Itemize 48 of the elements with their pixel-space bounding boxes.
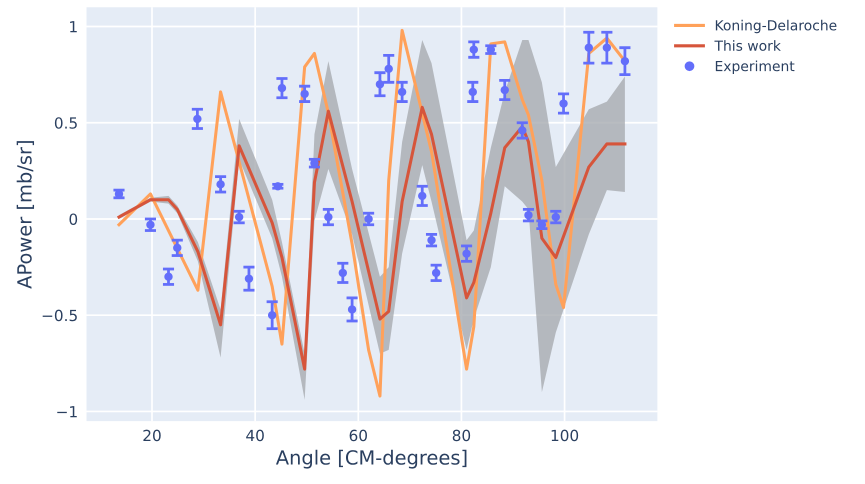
point (146, 220, 155, 229)
point (193, 114, 202, 124)
point (602, 44, 612, 52)
legend-label: Koning-Delaroche (716, 20, 836, 34)
point (216, 180, 225, 189)
x-tick-label: 20 (143, 430, 161, 442)
point (164, 272, 173, 281)
point (274, 182, 282, 190)
point (418, 192, 426, 200)
point (398, 88, 406, 96)
point (278, 84, 286, 92)
y-tick-label: −0.5 (42, 310, 77, 322)
point (324, 212, 333, 222)
point (376, 80, 384, 88)
point (552, 212, 560, 222)
point (584, 44, 593, 52)
y-tick-label: 0 (69, 213, 78, 226)
point (268, 311, 276, 320)
line-series (117, 106, 626, 371)
y-tick-label: −1 (57, 406, 77, 418)
point (470, 45, 478, 54)
point (244, 274, 254, 283)
x-tick-label: 100 (552, 430, 578, 442)
point (348, 305, 356, 314)
point (427, 236, 436, 244)
y-tick-label: 1 (70, 21, 77, 32)
point (300, 90, 309, 98)
x-axis-title: Angle [CM-degrees] (276, 450, 466, 469)
point (234, 212, 244, 222)
legend-label: Experiment (716, 60, 794, 74)
point (432, 268, 440, 278)
x-tick-label: 80 (452, 430, 470, 442)
point (173, 244, 182, 252)
point (500, 86, 509, 94)
point (462, 249, 471, 258)
x-tick-label: 60 (350, 430, 367, 442)
point (559, 99, 568, 108)
x-tick-label: 40 (246, 430, 264, 442)
y-axis-title: APower [mb/sr] (16, 141, 34, 289)
point (364, 214, 373, 224)
legend-label: This work (714, 40, 781, 51)
point (338, 268, 347, 278)
point (524, 210, 533, 220)
y-tick-label: 0.5 (54, 117, 77, 129)
point (620, 56, 630, 66)
point (518, 126, 526, 135)
point (384, 64, 393, 74)
point (468, 88, 477, 96)
